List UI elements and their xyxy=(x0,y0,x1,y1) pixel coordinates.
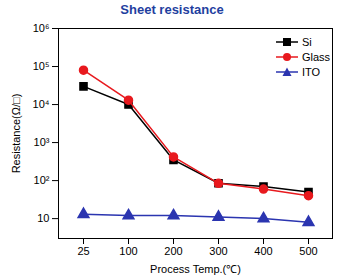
svg-text:400: 400 xyxy=(254,245,272,257)
html-text:Si: Si xyxy=(301,35,312,48)
svg-text:Resistance(Ω/□): Resistance(Ω/□) xyxy=(10,94,22,174)
svg-text:Process Temp.(℃): Process Temp.(℃) xyxy=(150,263,241,275)
svg-text:25: 25 xyxy=(77,245,89,257)
svg-text:500: 500 xyxy=(299,245,317,257)
svg-text:200: 200 xyxy=(164,245,182,257)
html-text:Sheet resistance: Sheet resistance xyxy=(120,2,224,17)
html-text:Glass: Glass xyxy=(301,50,330,63)
svg-text:10⁴: 10⁴ xyxy=(33,98,50,110)
svg-text:10³: 10³ xyxy=(34,136,50,148)
svg-text:10: 10 xyxy=(37,212,49,224)
svg-text:10²: 10² xyxy=(34,174,50,186)
html-text:ITO: ITO xyxy=(301,65,320,78)
svg-text:10⁶: 10⁶ xyxy=(33,22,50,34)
svg-text:300: 300 xyxy=(209,245,227,257)
svg-text:10⁵: 10⁵ xyxy=(33,60,50,72)
svg-text:100: 100 xyxy=(119,245,137,257)
